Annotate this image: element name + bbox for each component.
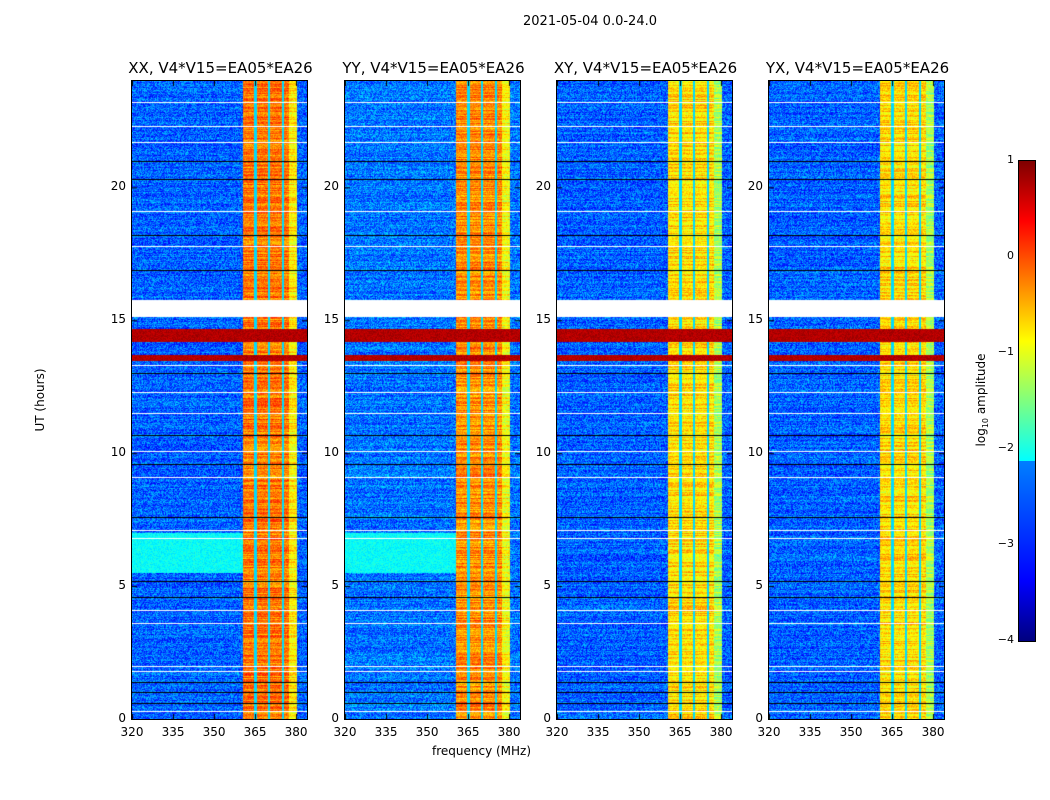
y-tick-label: 20 — [323, 179, 339, 194]
panel-xy: XY, V4*V15=EA05*EA26 320 335 350 365 380 0 5 10… — [536, 59, 737, 739]
spectrogram-heatmap — [769, 81, 944, 719]
y-tick-label: 20 — [747, 179, 763, 194]
x-tick-label: 380 — [709, 725, 733, 739]
colorbar-tick: −2 — [997, 441, 1014, 454]
spectrogram-heatmap — [557, 81, 732, 719]
x-tick-label: 350 — [839, 725, 863, 739]
x-tick-label: 350 — [415, 725, 439, 739]
y-tick-label: 15 — [323, 312, 339, 327]
panel-title: YY, V4*V15=EA05*EA26 — [342, 59, 525, 77]
colorbar-tick: 1 — [1007, 153, 1014, 166]
y-tick-label: 0 — [118, 711, 126, 725]
figure-title: 2021-05-04 0.0-24.0 — [523, 14, 657, 29]
x-tick-label: 350 — [202, 725, 226, 739]
x-tick-label: 365 — [880, 725, 904, 739]
y-tick-label: 5 — [543, 578, 551, 593]
y-tick-label: 15 — [535, 312, 551, 327]
y-tick-label: 5 — [331, 578, 339, 593]
colorbar-tick: −3 — [997, 537, 1014, 550]
panel-title: XY, V4*V15=EA05*EA26 — [553, 59, 738, 77]
y-tick-label: 15 — [747, 312, 763, 327]
y-tick-label: 10 — [323, 445, 339, 460]
panel-yy: YY, V4*V15=EA05*EA26 320 335 350 365 380 0 5 10… — [324, 59, 525, 739]
y-tick-label: 5 — [118, 578, 126, 593]
x-tick-label: 335 — [161, 725, 185, 739]
x-tick-label: 335 — [798, 725, 822, 739]
x-tick-label: 320 — [757, 725, 781, 739]
x-tick-label: 365 — [456, 725, 480, 739]
spectrogram-heatmap — [345, 81, 520, 719]
x-axis-label: frequency (MHz) — [432, 744, 532, 758]
panel-yx: YX, V4*V15=EA05*EA26 320 335 350 365 380 0 5 10… — [748, 59, 949, 739]
x-tick-label: 365 — [668, 725, 692, 739]
spectrogram-heatmap — [132, 81, 307, 719]
colorbar-tick: −1 — [997, 345, 1014, 358]
y-tick-label: 10 — [747, 445, 763, 460]
y-tick-label: 15 — [110, 312, 126, 327]
colorbar-tick: 0 — [1007, 249, 1014, 262]
x-tick-label: 320 — [333, 725, 357, 739]
x-tick-label: 335 — [586, 725, 610, 739]
y-axis-label: UT (hours) — [33, 368, 47, 432]
x-tick-label: 320 — [545, 725, 569, 739]
colorbar-tick: −4 — [997, 633, 1014, 646]
panel-title: XX, V4*V15=EA05*EA26 — [128, 59, 313, 77]
x-tick-label: 380 — [497, 725, 521, 739]
y-tick-label: 10 — [535, 445, 551, 460]
panel-title: YX, V4*V15=EA05*EA26 — [765, 59, 950, 77]
x-tick-label: 380 — [921, 725, 945, 739]
panel-xx: XX, V4*V15=EA05*EA26 320 335 350 365 380 0 5 10… — [111, 59, 313, 739]
x-tick-label: 350 — [627, 725, 651, 739]
y-tick-label: 20 — [535, 179, 551, 194]
y-tick-label: 0 — [543, 711, 551, 725]
colorbar-label: log10 amplitude — [973, 353, 991, 447]
y-tick-label: 0 — [755, 711, 763, 725]
y-tick-label: 10 — [110, 445, 126, 460]
x-tick-label: 335 — [374, 725, 398, 739]
y-tick-label: 0 — [331, 711, 339, 725]
y-tick-label: 5 — [755, 578, 763, 593]
x-tick-label: 380 — [284, 725, 308, 739]
y-tick-label: 20 — [110, 179, 126, 194]
colorbar — [1018, 160, 1036, 642]
x-tick-label: 320 — [120, 725, 144, 739]
x-tick-label: 365 — [243, 725, 267, 739]
